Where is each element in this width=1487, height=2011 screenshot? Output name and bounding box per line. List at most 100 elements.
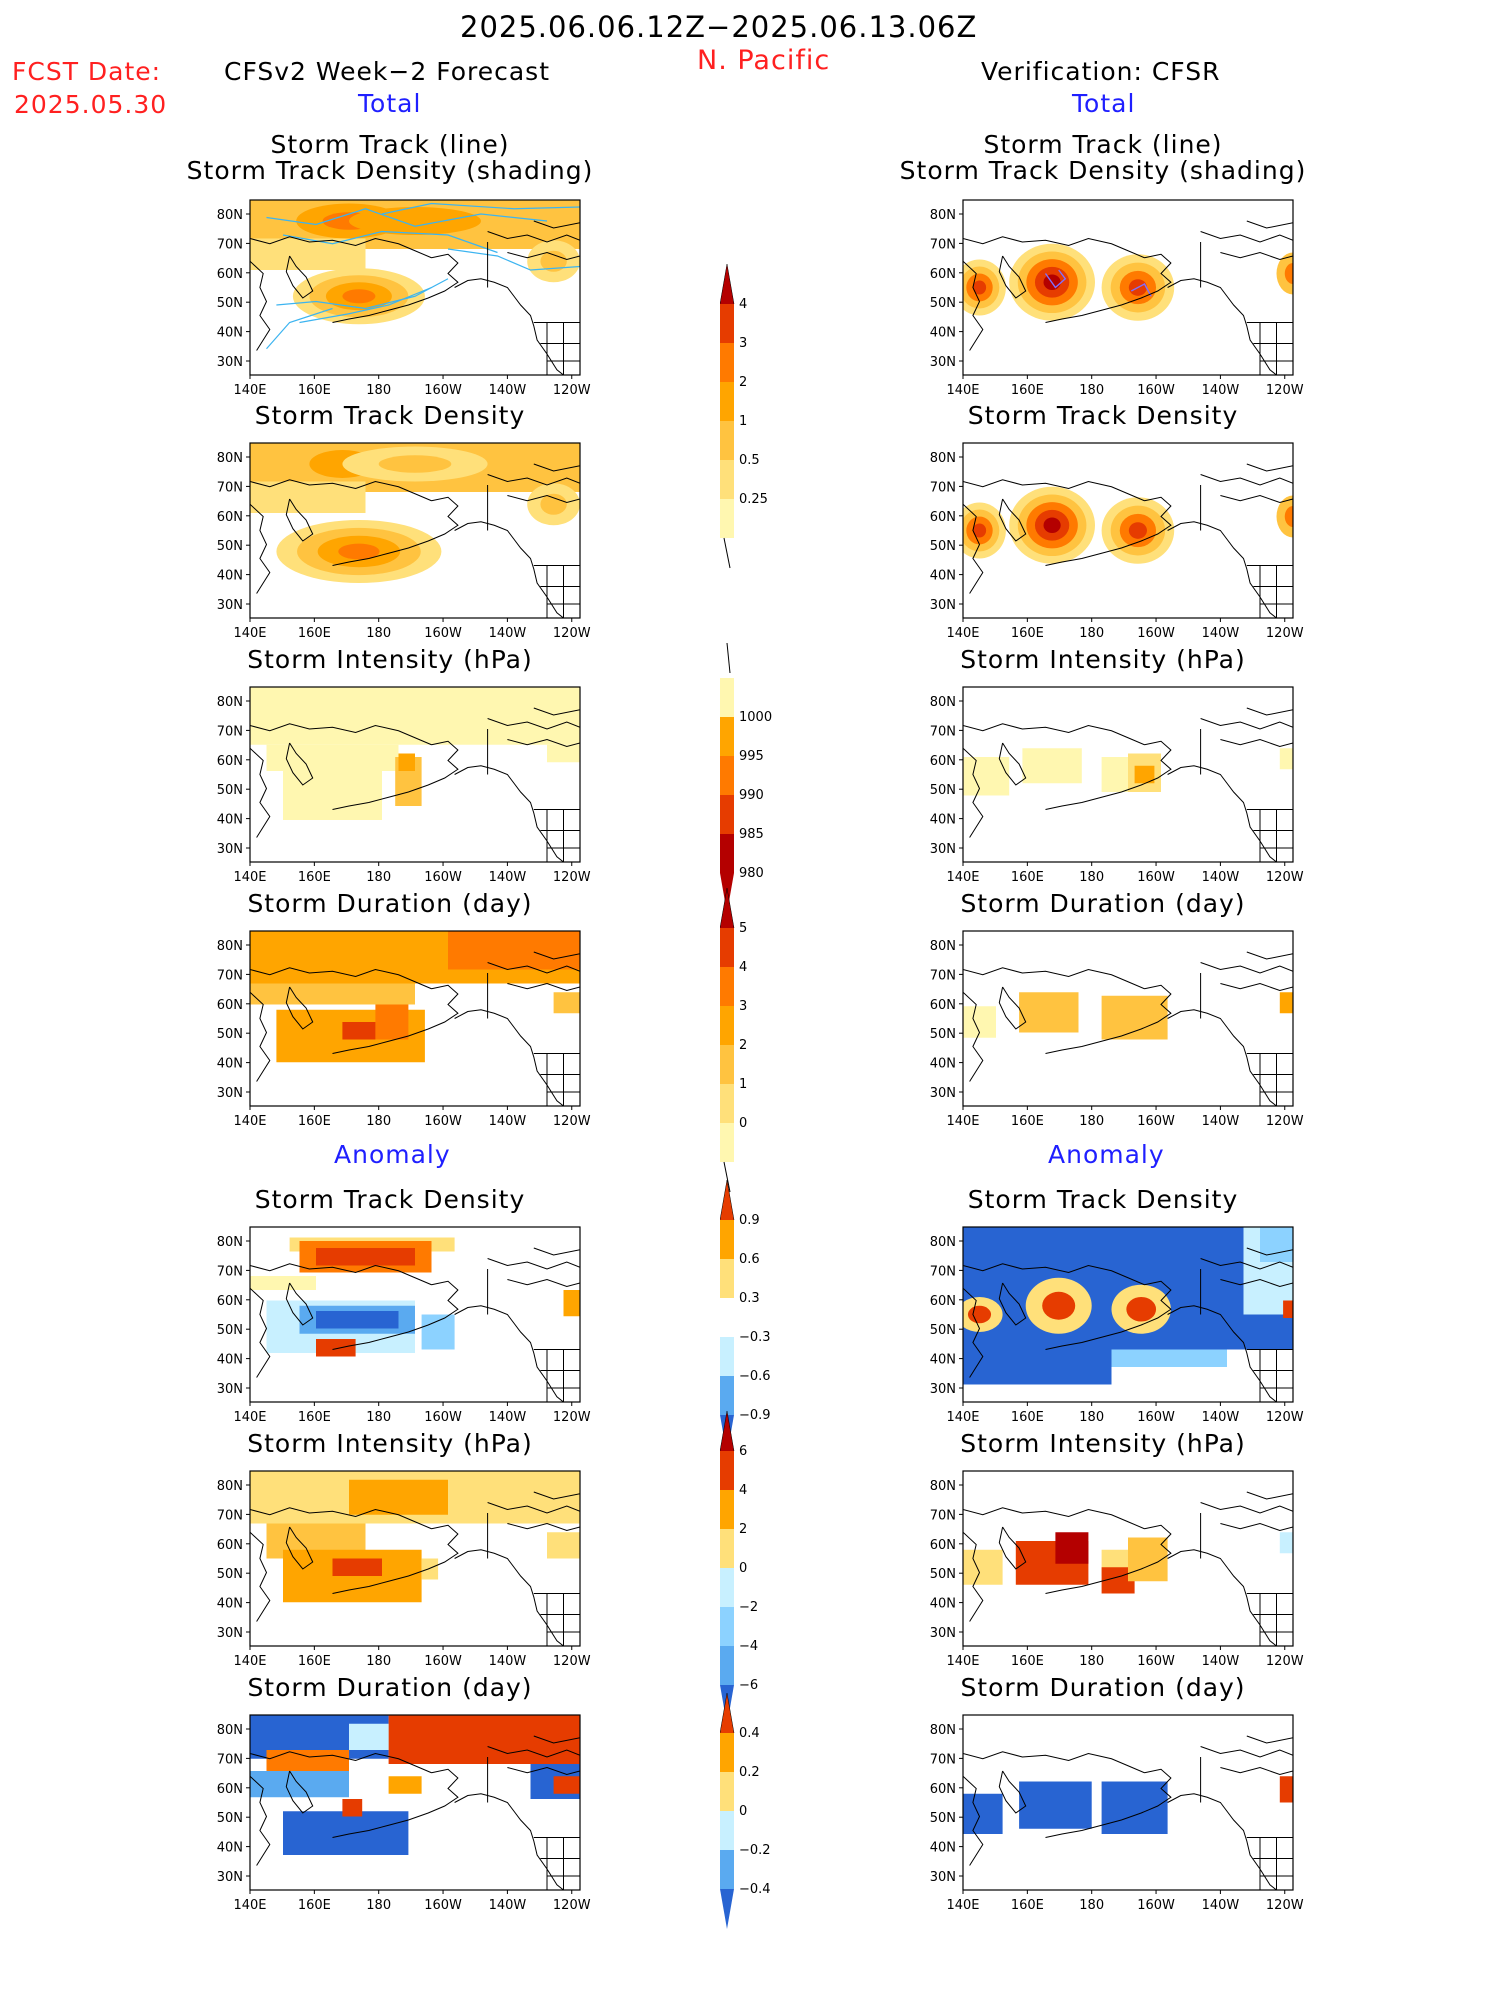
lat-tick-label: 40N — [930, 1353, 956, 1368]
lat-tick-label: 50N — [930, 1323, 956, 1338]
lon-tick-label: 140W — [489, 1898, 527, 1913]
lon-tick-label: 140E — [946, 1898, 979, 1913]
lat-tick-label: 50N — [930, 1567, 956, 1582]
right-intensity-anom-title: Storm Intensity (hPa) — [960, 1429, 1246, 1458]
lon-tick-label: 180 — [1079, 1114, 1104, 1129]
duration-anomaly-colorbar: 0.4 0.2 0 −0.2 −0.4 — [719, 1692, 810, 2011]
lon-tick-label: 180 — [1079, 383, 1104, 398]
lat-tick-label: 60N — [930, 754, 956, 769]
lon-tick-label: 140E — [946, 870, 979, 885]
coastlines — [963, 463, 1293, 618]
colorbar-level-label: 0.6 — [739, 1252, 760, 1267]
lat-tick-label: 30N — [930, 355, 956, 370]
field-shading — [250, 687, 580, 820]
lat-tick-label: 70N — [930, 968, 956, 983]
fcst-date-value: 2025.05.30 — [14, 90, 168, 119]
lat-tick-label: 60N — [217, 1538, 243, 1553]
lat-tick-label: 30N — [217, 1626, 243, 1641]
colorbar-level-label: 0.25 — [739, 492, 768, 507]
lat-tick-label: 50N — [217, 296, 243, 311]
forecast-density-anom-map: 140E 160E 180 160W 140W 120W 80N 70N 60N 50N 40N 30… — [200, 1226, 591, 1432]
lat-tick-label: 80N — [217, 208, 243, 223]
lat-tick-label: 60N — [930, 998, 956, 1013]
map-svg: 140E 160E 180 160W 140W 120W 80N 70N 60N 50N 40N 30… — [930, 686, 1304, 885]
density-anomaly-colorbar: 0.9 0.6 0.3 −0.3 −0.6 −0.9 — [719, 1179, 810, 1537]
colorbar-swatch — [720, 1259, 734, 1298]
lon-tick-label: 140E — [233, 626, 266, 641]
left-density-anom-title: Storm Track Density — [254, 1185, 526, 1214]
colorbar-swatch — [720, 1850, 734, 1889]
lat-tick-label: 60N — [930, 1294, 956, 1309]
lat-tick-label: 60N — [930, 1782, 956, 1797]
storm-track-lines — [266, 202, 580, 350]
coastlines — [250, 220, 580, 375]
map-svg: 140E 160E 180 160W 140W 120W 80N 70N 60N 50N 40N 30… — [930, 1226, 1304, 1425]
map-frame — [249, 1226, 581, 1403]
lat-tick-label: 30N — [217, 1870, 243, 1885]
colorbar-swatch — [720, 756, 734, 795]
lon-tick-label: 160W — [1137, 1410, 1175, 1425]
intensity-anomaly-colorbar: 6 4 2 0 −2 −4 −6 — [719, 1410, 810, 1807]
lon-tick-label: 180 — [1079, 1410, 1104, 1425]
lon-tick-label: 140W — [489, 383, 527, 398]
map-frame — [249, 1714, 581, 1891]
lon-tick-label: 120W — [553, 1410, 591, 1425]
lon-tick-label: 160W — [1137, 870, 1175, 885]
colorbar-swatch — [720, 1646, 734, 1685]
colorbar-swatch — [720, 834, 734, 873]
colorbar-swatch — [720, 1337, 734, 1376]
lat-tick-label: 30N — [930, 1870, 956, 1885]
fcst-date-label: FCST Date: — [12, 57, 162, 86]
colorbar-swatch — [720, 678, 734, 717]
map-svg: 140E 160E 180 160W 140W 120W 80N 70N 60N 50N 40N 30… — [217, 1226, 591, 1425]
lat-tick-label: 50N — [930, 539, 956, 554]
field-shading — [250, 1237, 580, 1357]
lon-tick-label: 160W — [424, 626, 462, 641]
forecast-duration-map: 140E 160E 180 160W 140W 120W 80N 70N 60N 50N 40N 30… — [200, 930, 591, 1136]
colorbar-level-label: 0.5 — [739, 453, 760, 468]
lon-tick-label: 180 — [366, 1114, 391, 1129]
map-frame — [962, 1714, 1294, 1891]
map-svg: 140E 160E 180 160W 140W 120W 80N 70N 60N 50N 40N 30… — [930, 199, 1304, 398]
colorbar-swatch — [720, 1451, 734, 1490]
lon-tick-label: 140E — [233, 383, 266, 398]
map-svg: 140E 160E 180 160W 140W 120W 80N 70N 60N 50N 40N 30… — [930, 1714, 1304, 1913]
colorbar-level-label: −0.4 — [739, 1882, 771, 1897]
colorbar-level-label: 980 — [739, 866, 764, 881]
lon-tick-label: 140E — [233, 1410, 266, 1425]
lon-tick-label: 120W — [553, 1114, 591, 1129]
lat-tick-label: 50N — [930, 1027, 956, 1042]
lat-tick-label: 60N — [217, 510, 243, 525]
map-frame — [249, 199, 581, 376]
lon-tick-label: 160W — [1137, 1654, 1175, 1669]
lon-tick-label: 140W — [489, 626, 527, 641]
lat-tick-label: 40N — [217, 1353, 243, 1368]
lon-tick-label: 140E — [233, 870, 266, 885]
colorbar-level-label: 2 — [739, 375, 747, 390]
colorbar-swatch — [720, 795, 734, 834]
map-frame — [249, 686, 581, 863]
lon-tick-label: 140E — [946, 1410, 979, 1425]
colorbar-level-label: 4 — [739, 1483, 747, 1498]
lat-tick-label: 30N — [930, 598, 956, 613]
lat-tick-label: 80N — [930, 1235, 956, 1250]
lon-tick-label: 140W — [1202, 626, 1240, 641]
lon-tick-label: 140W — [1202, 1410, 1240, 1425]
lat-tick-label: 50N — [217, 1567, 243, 1582]
lon-tick-label: 160W — [424, 383, 462, 398]
lon-tick-label: 180 — [366, 383, 391, 398]
lat-tick-label: 40N — [217, 1841, 243, 1856]
lat-tick-label: 50N — [217, 1323, 243, 1338]
lat-tick-label: 30N — [217, 1086, 243, 1101]
lon-tick-label: 160W — [1137, 1114, 1175, 1129]
colorbar-level-label: 1000 — [739, 710, 772, 725]
lat-tick-label: 30N — [930, 842, 956, 857]
lon-tick-label: 180 — [1079, 1654, 1104, 1669]
lon-tick-label: 140E — [233, 1654, 266, 1669]
lon-tick-label: 120W — [553, 870, 591, 885]
left-duration-anom-title: Storm Duration (day) — [247, 1673, 533, 1702]
coastlines — [250, 1735, 580, 1890]
colorbar-arrow-top — [720, 888, 734, 928]
lon-tick-label: 160E — [298, 1898, 331, 1913]
lat-tick-label: 40N — [930, 1841, 956, 1856]
